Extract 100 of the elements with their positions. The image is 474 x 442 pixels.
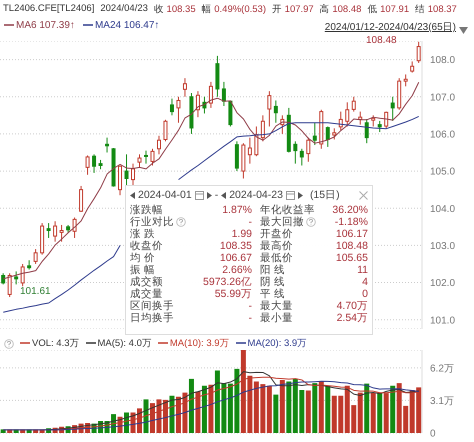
chart-title: TL2406.CFE[TL2406]: [3, 3, 94, 16]
bar: [364, 384, 370, 433]
legend-label: MA(5): [98, 338, 124, 349]
y-tick-label: 108.0: [430, 55, 456, 66]
annotation: 0: [361, 288, 368, 300]
annotation: 最低价: [260, 252, 294, 264]
y-tick-label: 107.0: [430, 92, 456, 104]
bar: [306, 390, 311, 433]
annotation: 105.65: [334, 252, 368, 264]
text: 2024/04/23: [100, 3, 148, 16]
bar: [144, 399, 148, 433]
annotation: 成交额: [130, 276, 164, 288]
candlestick: [176, 96, 180, 124]
y-tick-label: 102.0: [430, 278, 456, 290]
annotation: 最大量: [260, 300, 294, 312]
annotation: 2.54万: [336, 312, 368, 324]
annotation: 106.17: [334, 228, 368, 240]
annotation: 年化收益率: [260, 204, 316, 216]
annotation: 日均换手: [130, 312, 175, 324]
text: 开 107.97: [272, 4, 314, 15]
annotation: 涨 跌: [130, 228, 156, 240]
bar: [377, 392, 382, 433]
annotation: 最小量: [260, 312, 294, 324]
annotation: 4.70万: [336, 300, 368, 312]
annotation: -: [248, 312, 252, 324]
candlestick: [274, 100, 278, 124]
y-tick-label: 0: [430, 428, 436, 440]
bar: [202, 386, 207, 433]
candlestick: [196, 90, 200, 118]
legend-label: MA(20): [248, 338, 279, 349]
annotation: 2024-04-01: [138, 189, 192, 201]
annotation: -: [248, 300, 252, 312]
bar: [312, 383, 318, 433]
candlestick: [404, 74, 408, 87]
legend-label: VOL: [32, 338, 52, 349]
annotation: 108.48: [334, 240, 368, 252]
annotation: 108.48: [366, 35, 397, 46]
text: 106.47↑: [124, 20, 160, 31]
candlestick: [46, 222, 51, 238]
annotation: 区间换手: [130, 300, 175, 312]
annotation: 涨跌幅: [130, 204, 164, 216]
bar: [273, 394, 278, 433]
annotation: 开盘价: [260, 228, 294, 240]
annotation: 55.99万: [214, 288, 252, 300]
annotation: 4: [361, 276, 368, 288]
y-tick-label: 6.2万: [430, 363, 454, 374]
annotation: 阳 线: [260, 264, 286, 276]
legend-label: MA6: [16, 20, 37, 31]
text: : 3.9万: [201, 338, 230, 349]
text: : 3.9万: [278, 338, 308, 349]
text: 107.39↑: [39, 20, 75, 31]
y-tick-label: 101.0: [430, 315, 456, 326]
legend-label: MA24: [94, 20, 122, 31]
annotation: 最高价: [260, 240, 294, 252]
annotation: -: [248, 216, 252, 228]
bar: [188, 378, 194, 433]
text: 2024/01/12-2024/04/23(65日): [324, 21, 456, 34]
candlestick: [170, 98, 174, 116]
annotation: 2.66%: [221, 264, 252, 276]
legend-label: MA(10): [170, 338, 202, 349]
annotation: 平 线: [260, 288, 286, 300]
text: : 4.3万: [51, 338, 80, 349]
annotation: 均 价: [130, 252, 156, 264]
annotation: 1.87%: [221, 204, 252, 216]
annotation: 收盘价: [130, 240, 164, 252]
candlestick: [390, 96, 395, 122]
y-tick-label: 3.1万: [430, 396, 454, 407]
text: 结 108.37: [415, 4, 457, 15]
candlestick: [53, 220, 58, 242]
text: 幅 0.49%(0.53): [202, 4, 266, 15]
text: 收 108.35: [154, 4, 196, 15]
text: 低 107.91: [367, 4, 410, 15]
annotation: 行业对比: [130, 216, 175, 228]
annotation: (15日): [310, 188, 340, 202]
annotation: 1.99: [230, 228, 252, 240]
candlestick: [222, 81, 226, 107]
text: 高 108.48: [320, 4, 362, 15]
annotation: 5973.26亿: [202, 276, 252, 288]
y-tick-label: 103.0: [430, 240, 456, 252]
y-tick-label: 104.0: [430, 204, 456, 215]
bar: [390, 386, 396, 433]
annotation: 最大回撤: [260, 216, 305, 228]
annotation: -1.18%: [334, 216, 368, 228]
bar: [325, 386, 330, 433]
annotation: -: [214, 189, 218, 201]
y-tick-label: 106.0: [430, 129, 456, 140]
candlestick: [60, 224, 64, 242]
annotation: 101.61: [20, 286, 51, 297]
annotation: 36.20%: [331, 204, 368, 216]
annotation: 振 幅: [130, 264, 156, 276]
annotation: 2024-04-23: [229, 189, 283, 201]
candlestick: [248, 137, 252, 164]
annotation: 11: [356, 264, 368, 276]
annotation: 108.35: [218, 240, 252, 252]
annotation: 成交量: [130, 288, 163, 300]
y-tick-label: 105.0: [430, 166, 456, 178]
annotation: 106.67: [218, 252, 252, 264]
bar: [169, 396, 174, 433]
text: : 4.0万: [123, 338, 152, 349]
annotation: 阴 线: [260, 276, 286, 288]
